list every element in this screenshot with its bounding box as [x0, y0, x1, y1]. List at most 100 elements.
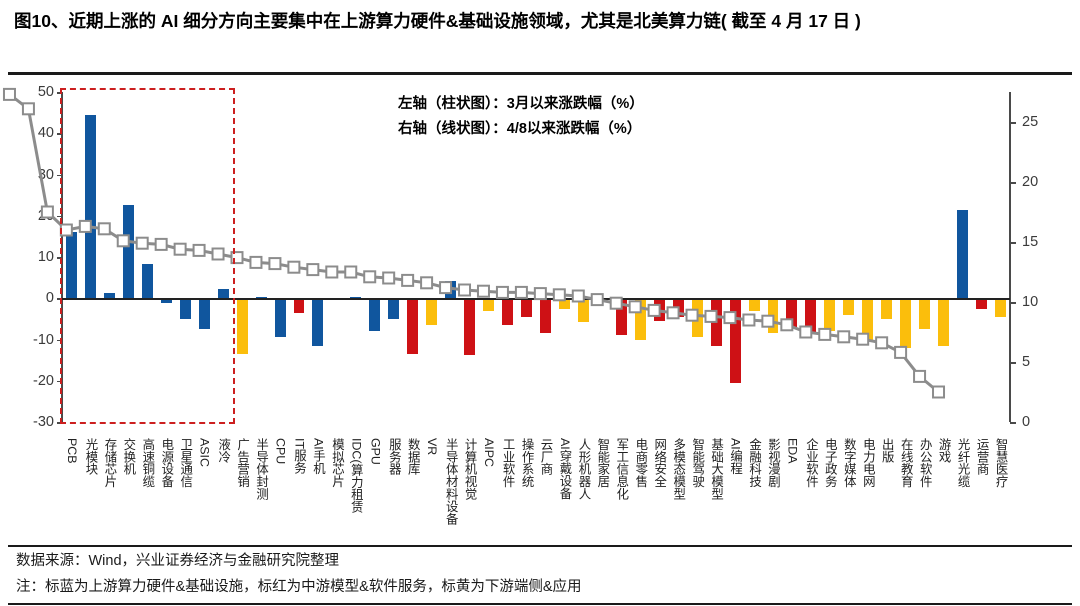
x-axis-label: 模拟芯片 [330, 438, 345, 488]
bar [445, 280, 457, 299]
bar [577, 298, 589, 323]
x-axis-label: CPU [273, 438, 288, 465]
footer-source: 数据来源：Wind，兴业证券经济与金融研究院整理 [16, 553, 340, 569]
x-axis-label: 交换机 [121, 438, 136, 476]
bar [558, 298, 570, 309]
bar [748, 298, 760, 311]
line-marker [306, 263, 320, 277]
x-axis-label: 游戏 [937, 438, 952, 463]
footer-note: 注：标蓝为上游算力硬件&基础设施，标红为中游模型&软件服务，标黄为下游端侧&应用 [16, 579, 582, 595]
y-tickmark-right [1010, 122, 1016, 124]
line-marker [382, 271, 396, 285]
bar [502, 298, 514, 326]
bar [862, 298, 874, 340]
x-axis-label: 网络安全 [652, 438, 667, 488]
chart-area: 50 40 30 20 10 0 -10 -20 -30 25 20 15 10 5 0 [0, 84, 1080, 436]
x-axis-label: VR [425, 438, 440, 456]
x-axis-label: 光纤光缆 [956, 438, 971, 488]
y-axis-right [1009, 92, 1011, 422]
x-axis-label: 操作系统 [520, 438, 535, 488]
x-axis-label: AI穿戴设备 [557, 438, 572, 500]
x-axis-label: GPU [368, 438, 383, 465]
x-axis-label: 运营商 [975, 438, 990, 476]
x-axis-label: 智慧医疗 [994, 438, 1009, 488]
bar [824, 298, 836, 332]
line-marker [875, 336, 889, 350]
bar [710, 298, 722, 346]
y-tickmark-right [1010, 302, 1016, 304]
x-axis-label: 数据库 [406, 438, 421, 476]
line-marker [268, 257, 282, 271]
y-tick-left: 10 [37, 249, 54, 265]
bar [521, 298, 532, 317]
bar [369, 298, 381, 332]
bar [919, 298, 931, 330]
footer-divider-top [8, 545, 1072, 547]
highlight-box [59, 88, 235, 424]
x-axis-label: IDC(算力租赁 [349, 438, 364, 514]
x-axis-label: 企业软件 [804, 438, 819, 488]
bar [995, 298, 1006, 317]
bar [634, 298, 646, 340]
y-tick-left: -20 [33, 372, 54, 389]
bar [274, 298, 286, 338]
bar [691, 298, 703, 338]
bar [483, 298, 495, 311]
x-axis-label: 电源设备 [159, 438, 174, 488]
y-tick-right: 10 [1022, 294, 1039, 310]
line-marker [21, 102, 35, 116]
title-divider [8, 72, 1072, 75]
bar [426, 298, 438, 326]
x-axis-label: 影视漫剧 [766, 438, 781, 488]
line-marker [420, 276, 434, 290]
x-axis-label: 金融科技 [747, 438, 762, 488]
bar [312, 298, 324, 346]
x-axis-label: 基础大模型 [709, 438, 724, 500]
y-tickmark-right [1010, 182, 1016, 184]
x-axis-label: 半导体封测 [254, 438, 269, 500]
x-axis-label: 智能驾驶 [690, 438, 705, 488]
line-marker [325, 265, 339, 279]
y-tick-left: 0 [45, 290, 54, 307]
x-axis-label: AI手机 [311, 438, 326, 475]
line-marker [514, 285, 528, 299]
x-axis-label: 出版 [880, 438, 895, 463]
x-axis-label: ASIC [197, 438, 212, 467]
line-marker [344, 265, 358, 279]
y-tick-left: 20 [37, 207, 54, 224]
x-axis-label: 服务器 [387, 438, 402, 476]
x-axis-label: AIPC [482, 438, 497, 467]
bar [938, 298, 950, 346]
bar [729, 298, 741, 383]
y-tickmark-right [1010, 242, 1016, 244]
x-axis-label: 智能家居 [595, 438, 610, 488]
footer-divider-bottom [8, 603, 1072, 605]
x-axis-label: 卫星通信 [178, 438, 193, 488]
y-tick-right: 25 [1022, 114, 1039, 130]
y-tick-left: 50 [37, 84, 54, 100]
bar [293, 298, 305, 313]
x-axis-label: PCB [64, 438, 79, 464]
x-axis-label: 液冷 [216, 438, 231, 463]
bar [672, 298, 684, 317]
x-axis-label: 广告营销 [235, 438, 250, 488]
line-marker [476, 284, 490, 298]
y-tick-right: 20 [1022, 174, 1039, 190]
y-tick-left: 30 [37, 166, 54, 183]
line-marker [932, 385, 946, 399]
bar [615, 298, 627, 336]
x-axis-label: 多模态模型 [671, 438, 686, 500]
x-axis-label: 光模块 [83, 438, 98, 476]
y-tickmark-right [1010, 422, 1016, 424]
x-axis-label: 数字媒体 [842, 438, 857, 488]
line-marker [742, 313, 756, 327]
x-axis-labels: PCB 光模块 存储芯片 交换机 高速铜缆 电源设备 卫星通信 ASIC 液冷 广告营销 半导体封测… [62, 438, 1010, 546]
y-tick-right: 15 [1022, 234, 1039, 250]
line-marker [894, 345, 908, 359]
y-tickmark-right [1010, 362, 1016, 364]
y-tick-right: 0 [1022, 414, 1031, 430]
x-axis-label: 半导体材料设备 [444, 438, 459, 525]
line-marker [401, 273, 415, 287]
x-axis-label: 军工信息化 [614, 438, 629, 500]
